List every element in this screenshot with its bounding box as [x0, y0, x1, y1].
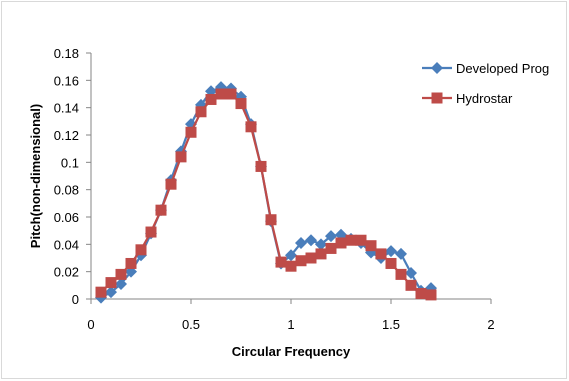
data-point [275, 256, 287, 268]
data-point [215, 88, 227, 100]
data-point [315, 248, 327, 260]
data-point [315, 238, 327, 251]
data-point [105, 277, 117, 289]
series-line [100, 92, 432, 297]
data-point [305, 252, 317, 264]
y-tick-label: 0.14 [54, 101, 79, 116]
y-tick-label: 0.16 [54, 73, 79, 88]
data-point [395, 247, 407, 260]
data-point [295, 255, 307, 267]
y-tick-label: 0.06 [54, 210, 79, 225]
legend-entry: Developed Prog [422, 61, 549, 76]
data-point [375, 248, 387, 260]
data-point [335, 237, 347, 249]
data-point [185, 126, 197, 138]
x-axis-title: Circular Frequency [232, 344, 351, 359]
data-point [225, 88, 237, 100]
y-tick-label: 0.04 [54, 237, 79, 252]
data-point [405, 267, 417, 280]
x-tick-label: 0 [87, 317, 94, 332]
y-tick-label: 0 [72, 292, 79, 307]
data-point [125, 257, 137, 269]
legend-label: Developed Prog [456, 61, 549, 76]
axes: 0 0.02 0.04 0.06 0.08 0.1 0.12 0.14 0.16 0.18 0 0.5… [54, 46, 495, 332]
data-point [355, 234, 367, 246]
data-point [135, 244, 147, 256]
data-point [155, 204, 167, 216]
y-tick-label: 0.12 [54, 128, 79, 143]
data-point [345, 234, 357, 246]
data-point [145, 226, 157, 238]
data-point [255, 160, 267, 172]
data-point [95, 286, 107, 298]
legend-entry: Hydrostar [422, 91, 513, 106]
data-point [115, 268, 127, 280]
data-point [285, 260, 297, 272]
data-point [105, 286, 117, 299]
series-layer [95, 81, 437, 304]
data-point [385, 245, 397, 258]
data-point [245, 121, 257, 133]
data-point [385, 257, 397, 269]
y-tick-label: 0.08 [54, 183, 79, 198]
data-point [415, 288, 427, 300]
data-point [425, 289, 437, 301]
data-point [165, 178, 177, 190]
x-tick-label: 2 [487, 317, 494, 332]
data-point [175, 151, 187, 163]
data-point [285, 249, 297, 262]
x-tick-label: 1.5 [382, 317, 400, 332]
data-point [325, 230, 337, 243]
data-point [295, 236, 307, 249]
x-tick-label: 1 [287, 317, 294, 332]
data-point [395, 268, 407, 280]
legend-label: Hydrostar [456, 91, 513, 106]
data-point [205, 93, 217, 105]
y-axis-title: Pitch(non-dimensional) [28, 104, 43, 248]
y-tick-label: 0.1 [61, 155, 79, 170]
y-tick-label: 0.18 [54, 46, 79, 61]
legend-marker [431, 62, 443, 74]
data-point [405, 279, 417, 291]
data-point [265, 214, 277, 226]
y-tick-label: 0.02 [54, 265, 79, 280]
data-point [195, 106, 207, 118]
x-tick-label: 0.5 [182, 317, 200, 332]
legend: Developed Prog Hydrostar [422, 61, 549, 106]
series-hydrostar [95, 88, 437, 301]
data-point [365, 240, 377, 252]
data-point [115, 277, 127, 290]
data-point [305, 234, 317, 247]
data-point [235, 98, 247, 110]
data-point [325, 242, 337, 254]
legend-marker [431, 92, 443, 104]
